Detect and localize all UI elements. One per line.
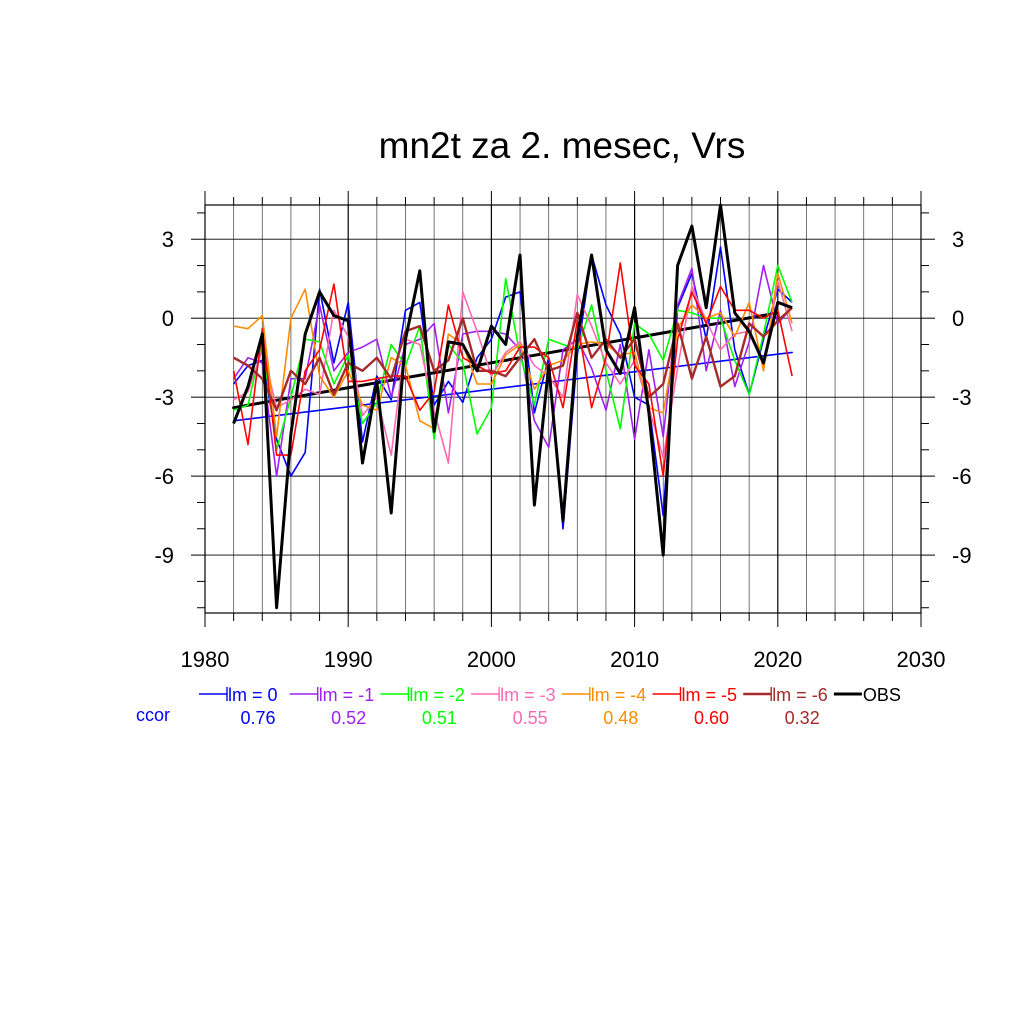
x-tick-label: 2030: [897, 647, 946, 672]
legend-label: lm = -2: [409, 685, 465, 705]
series-line: [232, 203, 793, 610]
legend-label: lm = 0: [228, 685, 278, 705]
y-tick-label-right: 0: [952, 306, 964, 331]
legend-ccor-value: 0.48: [603, 708, 638, 728]
legend-label: lm = -3: [500, 685, 556, 705]
y-tick-label-left: -3: [154, 385, 174, 410]
ccor-label: ccor: [136, 705, 170, 725]
x-tick-label: 2000: [467, 647, 516, 672]
legend-ccor-value: 0.51: [422, 708, 457, 728]
y-tick-label-left: 0: [162, 306, 174, 331]
trend-line: [232, 351, 793, 422]
legend-ccor-value: 0.55: [513, 708, 548, 728]
legend-ccor-value: 0.32: [785, 708, 820, 728]
y-tick-label-left: 3: [162, 227, 174, 252]
series-line: [233, 306, 793, 412]
legend-label: lm = -4: [591, 685, 647, 705]
y-tick-label-right: -3: [952, 385, 972, 410]
x-tick-label: 1980: [181, 647, 230, 672]
legend-label: OBS: [863, 685, 901, 705]
y-tick-label-right: 3: [952, 227, 964, 252]
series-line: [232, 262, 793, 477]
series-lines: [232, 203, 793, 610]
series-line: [233, 272, 793, 438]
plot-frame: [204, 204, 922, 614]
series-line: [233, 280, 793, 464]
legend-label: lm = -6: [772, 685, 828, 705]
y-tick-label-left: -9: [154, 543, 174, 568]
x-tick-label: 2020: [753, 647, 802, 672]
series-line: [232, 264, 793, 477]
y-tick-label-right: -6: [952, 464, 972, 489]
trend-lines: [232, 311, 793, 422]
chart-title: mn2t za 2. mesec, Vrs: [379, 125, 746, 166]
y-tick-label-left: -6: [154, 464, 174, 489]
legend-ccor-value: 0.76: [240, 708, 275, 728]
x-tick-label: 2010: [610, 647, 659, 672]
legend-label: lm = -5: [682, 685, 738, 705]
y-tick-label-right: -9: [952, 543, 972, 568]
series-line: [233, 264, 793, 451]
legend-label: lm = -1: [319, 685, 375, 705]
tick-labels: 3 3 0 0 -3 -3 -6 -6 -9 -9 1980 1990 2000 2010 2020 2030: [154, 227, 971, 672]
legend-ccor-value: 0.52: [331, 708, 366, 728]
axis-ticks: [191, 191, 935, 627]
legend: ccor lm = 0 0.76 lm = -1 0.52 lm = -2 0.51 lm =…: [136, 685, 901, 728]
trend-line: [232, 311, 780, 410]
legend-ccor-value: 0.60: [694, 708, 729, 728]
x-tick-label: 1990: [324, 647, 373, 672]
